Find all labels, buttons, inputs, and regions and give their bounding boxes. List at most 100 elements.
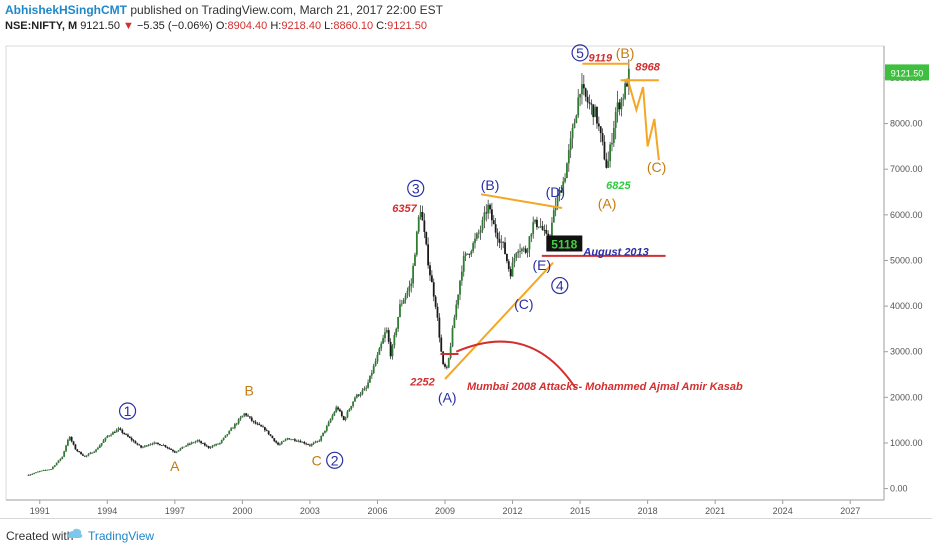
candle-body (627, 68, 630, 87)
candle-body (333, 412, 336, 416)
wave-circle (118, 402, 137, 420)
candle-body (173, 451, 176, 453)
candle-body (605, 159, 608, 168)
wave-circle (571, 44, 589, 62)
candle-body (438, 317, 441, 338)
price-annotation: 6357 (392, 203, 417, 215)
candle-body (290, 439, 293, 441)
candle-body (359, 393, 362, 396)
candle-body (59, 458, 62, 461)
candle-body (588, 102, 591, 104)
candle-body (622, 98, 625, 100)
candle-body (374, 361, 377, 366)
candle-body (327, 422, 330, 427)
candle-body (579, 94, 581, 98)
candle-body (70, 436, 73, 442)
tradingview-brand[interactable]: TradingView (88, 529, 155, 543)
candle-body (479, 230, 482, 233)
candle-body (110, 434, 112, 436)
candle-body (35, 472, 37, 474)
candle-body (372, 365, 375, 374)
candle-body (481, 220, 484, 231)
candle-body (611, 142, 613, 145)
candle-body (31, 473, 34, 475)
candle-body (153, 442, 156, 444)
candle-body (44, 470, 47, 471)
candle-body (562, 181, 565, 193)
candle-body (436, 306, 439, 318)
candle-body (532, 222, 535, 234)
candle-body (526, 249, 529, 253)
candle-body (74, 444, 77, 450)
candle-body (269, 434, 272, 436)
candle-body (376, 354, 379, 362)
candle-body (258, 423, 261, 425)
candle-body (132, 440, 135, 442)
triangle-down-icon: ▼ (123, 20, 134, 32)
candle-body (166, 446, 169, 448)
candle-body (303, 441, 306, 444)
candle-body (466, 253, 469, 255)
trendline-lower (444, 262, 554, 380)
candle-body (312, 442, 315, 445)
candle-body (414, 254, 416, 266)
candle-body (528, 236, 531, 250)
candle-body (42, 470, 45, 471)
y-tick-label: 2000.00 (890, 392, 923, 402)
candle-body (226, 434, 229, 436)
price-chart[interactable]: 0.00 1000.00 2000.00 3000.00 4000.00 5000.00 6… (0, 38, 932, 518)
candle-body (560, 190, 563, 193)
x-tick-label: 2027 (840, 506, 860, 516)
candle-body (462, 256, 465, 272)
wave-label: C (312, 452, 322, 468)
y-tick-label: 3000.00 (890, 347, 923, 357)
price-change: −5.35 (−0.06%) (136, 20, 213, 32)
candle-body (185, 445, 188, 447)
trendline-upper (480, 193, 563, 209)
candle-body (140, 445, 142, 448)
candle-body (614, 112, 617, 128)
candle-body (61, 456, 64, 459)
candle-body (449, 346, 452, 359)
candle-body (543, 229, 546, 231)
candle-body (470, 251, 473, 255)
wave-label: (A) (438, 389, 457, 405)
candle-body (136, 443, 139, 445)
candle-body (265, 430, 268, 431)
candle-body (250, 417, 253, 421)
candle-body (491, 209, 493, 221)
candle-body (457, 294, 460, 305)
footer: Created with TradingView (0, 518, 932, 551)
candle-body (299, 440, 302, 443)
candle-body (500, 241, 503, 243)
candle-body (155, 442, 157, 444)
candle-body (222, 437, 225, 441)
candle-body (342, 416, 345, 420)
candle-body (515, 252, 518, 258)
high-label: H: (270, 20, 282, 32)
candle-body (395, 328, 398, 336)
wave-label: 5 (576, 45, 584, 61)
author-link[interactable]: AbhishekHSinghCMT (5, 3, 127, 17)
candle-body (91, 452, 94, 454)
candle-body (524, 248, 527, 253)
candle-body (235, 423, 238, 425)
candle-body (187, 443, 189, 446)
candle-body (584, 88, 587, 97)
candle-body (477, 232, 480, 234)
x-tick-label: 2021 (705, 506, 725, 516)
price-annotation: 6825 (606, 180, 631, 192)
boxed-price-label: 5118 (551, 237, 577, 251)
candle-body (33, 473, 36, 474)
candle-body (367, 382, 369, 388)
candle-body (423, 220, 426, 233)
candle-body (369, 375, 371, 383)
candle-body (183, 446, 186, 448)
candle-body (427, 244, 430, 266)
candle-body (106, 435, 109, 438)
candle-body (307, 444, 309, 445)
candle-body (322, 432, 324, 437)
publish-info: published on TradingView.com, March 21, … (130, 3, 443, 17)
candle-body (127, 434, 129, 437)
symbol-label: NSE:NIFTY, M (5, 20, 78, 32)
